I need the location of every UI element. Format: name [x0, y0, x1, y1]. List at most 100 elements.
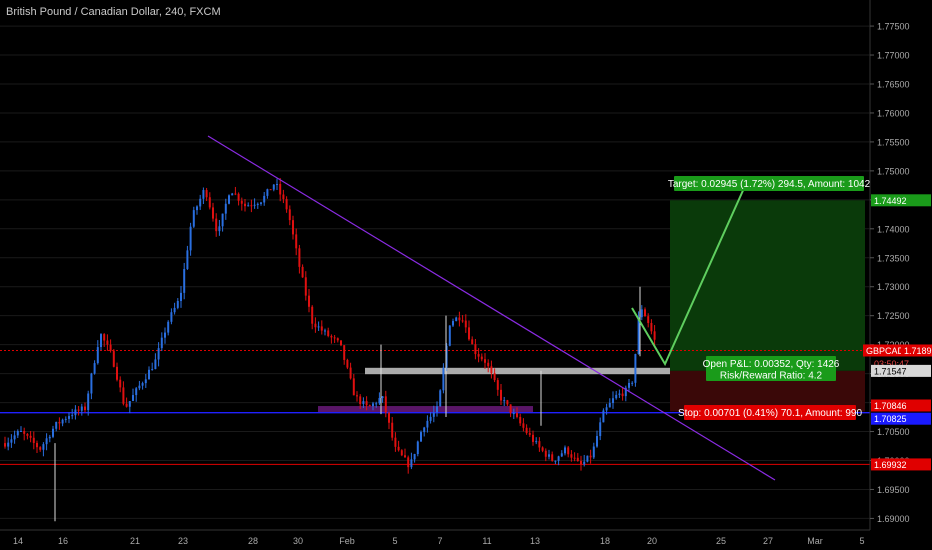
- candle-body: [71, 415, 74, 417]
- candle-body: [567, 447, 570, 455]
- annotation-labels: Target: 0.02945 (1.72%) 294.5, Amount: 1…: [668, 176, 871, 420]
- candle-body: [327, 330, 330, 336]
- candle-body: [304, 277, 307, 296]
- x-tick-label: 13: [530, 536, 540, 546]
- candle-body: [439, 390, 442, 407]
- candle-body: [535, 441, 538, 443]
- candle-body: [141, 383, 144, 386]
- candle-body: [301, 266, 304, 278]
- candle-body: [23, 430, 26, 434]
- candle-body: [218, 226, 221, 232]
- candle-body: [634, 354, 637, 383]
- candle-body: [576, 457, 579, 462]
- candle-body: [119, 379, 122, 388]
- x-tick-label: Feb: [339, 536, 355, 546]
- candle-body: [16, 431, 19, 436]
- pnl-label[interactable]: Open P&L: 0.00352, Qty: 1426Risk/Reward …: [703, 356, 840, 382]
- price-label-text: 1.69932: [874, 460, 907, 470]
- candle-body: [631, 382, 634, 384]
- x-tick-label: 28: [248, 536, 258, 546]
- candle-body: [234, 193, 237, 195]
- candle-body: [333, 337, 336, 339]
- stop-label[interactable]: Stop: 0.00701 (0.41%) 70.1, Amount: 990: [678, 405, 862, 420]
- candle-body: [560, 453, 563, 457]
- candle-body: [144, 379, 147, 384]
- candle-body: [276, 183, 278, 185]
- candle-body: [410, 459, 413, 468]
- candle-body: [522, 423, 525, 428]
- candle-body: [375, 403, 378, 405]
- candle-body: [20, 430, 22, 432]
- y-tick-label: 1.72500: [877, 311, 910, 321]
- candle-body: [640, 309, 643, 318]
- candle-body: [26, 433, 29, 436]
- candle-body: [509, 404, 512, 414]
- candle-body: [256, 203, 259, 205]
- candle-body: [503, 400, 506, 402]
- candle-body: [551, 454, 554, 461]
- candle-body: [362, 401, 365, 404]
- candle-body: [628, 382, 630, 388]
- candle-body: [10, 439, 13, 443]
- candle-body: [340, 340, 342, 346]
- candle-body: [247, 205, 250, 207]
- y-tick-label: 1.69000: [877, 514, 910, 524]
- price-label-bg: [871, 194, 931, 207]
- candle-body: [192, 210, 195, 227]
- candle-body: [164, 332, 166, 338]
- x-tick-label: 11: [482, 536, 491, 546]
- price-label: 1.69932: [871, 458, 931, 471]
- candle-body: [317, 326, 320, 328]
- candle-body: [205, 190, 208, 198]
- candles: [4, 178, 656, 522]
- candle-body: [58, 421, 61, 424]
- candle-body: [621, 393, 624, 397]
- candle-body: [592, 446, 595, 458]
- candle-body: [87, 393, 90, 411]
- time-axis[interactable]: 14 16 21 23 28 30 Feb 5 7 11 13 18 20 25 27 Mar 5: [13, 536, 865, 546]
- candle-body: [7, 442, 10, 447]
- candle-body: [420, 432, 422, 442]
- price-label-bg: [871, 458, 931, 471]
- candle-body: [253, 204, 256, 206]
- candle-body: [212, 207, 214, 219]
- candle-body: [237, 193, 240, 201]
- candle-body: [596, 436, 598, 447]
- y-tick-label: 1.77500: [877, 22, 910, 32]
- candle-body: [173, 307, 176, 313]
- candle-body: [602, 410, 605, 423]
- candle-body: [557, 456, 560, 461]
- candle-body: [352, 378, 355, 396]
- candle-body: [45, 438, 48, 445]
- candle-body: [202, 190, 205, 199]
- candle-body: [612, 398, 614, 403]
- chart-title: British Pound / Canadian Dollar, 240, FX…: [6, 6, 221, 18]
- candle-body: [570, 454, 573, 458]
- stop-label-bg: [684, 405, 856, 420]
- candle-body: [548, 454, 550, 457]
- candle-body: [68, 416, 70, 419]
- candle-body: [359, 396, 362, 404]
- x-tick-label: 27: [763, 536, 773, 546]
- pnl-label-text: Open P&L: 0.00352, Qty: 1426: [703, 359, 840, 370]
- price-axis[interactable]: 1.77500 1.77000 1.76500 1.76000 1.75500 1.750…: [863, 22, 932, 524]
- candle-body: [589, 455, 592, 458]
- x-tick-label: 23: [178, 536, 188, 546]
- pnl-label-bg: [706, 356, 836, 381]
- candle-body: [311, 306, 314, 324]
- candle-body: [199, 198, 202, 207]
- price-label-bg: [863, 344, 901, 357]
- candle-body: [388, 412, 390, 423]
- candle-body: [138, 385, 141, 389]
- candle-body: [525, 427, 528, 434]
- trendline: [207, 135, 776, 481]
- x-tick-label: 21: [130, 536, 140, 546]
- x-tick-label: Mar: [807, 536, 823, 546]
- candle-body: [180, 292, 182, 301]
- target-label[interactable]: Target: 0.02945 (1.72%) 294.5, Amount: 1…: [668, 176, 871, 191]
- candle-body: [52, 428, 54, 437]
- candle-body: [544, 450, 547, 457]
- candle-body: [381, 396, 384, 399]
- candle-body: [196, 206, 198, 211]
